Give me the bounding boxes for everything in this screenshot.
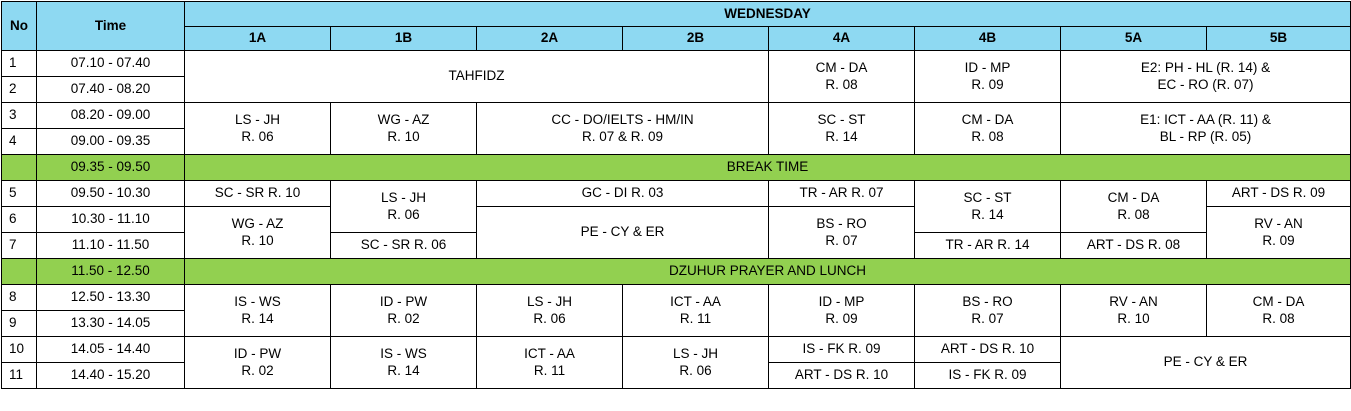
schedule-cell: RV - AN R. 10 <box>1060 284 1207 337</box>
schedule-cell: IS - WS R. 14 <box>184 284 331 337</box>
schedule-cell: ART - DS R. 10 <box>768 362 915 389</box>
break-label: BREAK TIME <box>183 154 1351 181</box>
schedule-cell: CC - DO/IELTS - HM/IN R. 07 & R. 09 <box>476 102 769 155</box>
period-time: 09.50 - 10.30 <box>36 180 185 207</box>
period-time: 13.30 - 14.05 <box>36 310 185 337</box>
schedule-cell: GC - DI R. 03 <box>476 180 769 207</box>
schedule-cell: LS - JH R. 06 <box>476 284 623 337</box>
schedule-cell: E2: PH - HL (R. 14) & EC - RO (R. 07) <box>1059 50 1351 103</box>
schedule-cell: LS - JH R. 06 <box>184 102 331 155</box>
header-day: WEDNESDAY <box>183 1 1351 27</box>
class-header: 4A <box>768 26 915 51</box>
schedule-cell: ID - PW R. 02 <box>184 336 331 389</box>
class-header: 1A <box>184 26 331 51</box>
break-time: 09.35 - 09.50 <box>36 154 185 181</box>
period-time: 07.10 - 07.40 <box>36 50 185 77</box>
schedule-cell: CM - DA R. 08 <box>1060 180 1207 233</box>
class-header: 2B <box>622 26 769 51</box>
period-no: 10 <box>1 336 37 363</box>
period-time: 09.00 - 09.35 <box>36 128 185 155</box>
class-header: 4B <box>914 26 1061 51</box>
class-header: 5A <box>1060 26 1207 51</box>
period-time: 10.30 - 11.10 <box>36 206 185 233</box>
schedule-cell: IS - FK R. 09 <box>914 362 1061 389</box>
class-header: 2A <box>476 26 623 51</box>
schedule-cell: BS - RO R. 07 <box>914 284 1061 337</box>
break-no <box>1 258 37 285</box>
schedule-cell: LS - JH R. 06 <box>330 180 477 233</box>
period-no: 9 <box>1 310 37 337</box>
schedule-cell: ID - MP R. 09 <box>768 284 915 337</box>
schedule-cell: PE - CY & ER <box>476 206 769 259</box>
class-header: 1B <box>330 26 477 51</box>
period-no: 11 <box>1 362 37 389</box>
schedule-cell: PE - CY & ER <box>1059 336 1351 389</box>
period-time: 14.05 - 14.40 <box>36 336 185 363</box>
break-label: DZUHUR PRAYER AND LUNCH <box>183 258 1351 285</box>
timetable: No Time WEDNESDAY 1A 1B 2A 2B 4A 4B 5A 5… <box>1 1 1351 389</box>
schedule-cell: IS - FK R. 09 <box>768 336 915 363</box>
period-no: 3 <box>1 102 37 129</box>
schedule-cell: WG - AZ R. 10 <box>330 102 477 155</box>
schedule-cell: SC - SR R. 10 <box>184 180 331 207</box>
schedule-cell: TAHFIDZ <box>184 50 769 103</box>
schedule-cell: WG - AZ R. 10 <box>184 206 331 259</box>
schedule-cell: SC - ST R. 14 <box>768 102 915 155</box>
break-time: 11.50 - 12.50 <box>36 258 185 285</box>
schedule-cell: ICT - AA R. 11 <box>476 336 623 389</box>
schedule-cell: ID - MP R. 09 <box>914 50 1061 103</box>
schedule-cell: ART - DS R. 10 <box>914 336 1061 363</box>
schedule-cell: BS - RO R. 07 <box>768 206 915 259</box>
period-no: 7 <box>1 232 37 259</box>
schedule-cell: CM - DA R. 08 <box>1205 284 1351 337</box>
period-no: 4 <box>1 128 37 155</box>
period-time: 07.40 - 08.20 <box>36 76 185 103</box>
schedule-cell: CM - DA R. 08 <box>768 50 915 103</box>
break-no <box>1 154 37 181</box>
schedule-cell: IS - WS R. 14 <box>330 336 477 389</box>
schedule-cell: CM - DA R. 08 <box>914 102 1061 155</box>
schedule-cell: E1: ICT - AA (R. 11) & BL - RP (R. 05) <box>1059 102 1351 155</box>
period-time: 14.40 - 15.20 <box>36 362 185 389</box>
schedule-cell: ID - PW R. 02 <box>330 284 477 337</box>
schedule-cell: LS - JH R. 06 <box>622 336 769 389</box>
schedule-cell: ART - DS R. 09 <box>1205 180 1351 207</box>
period-time: 11.10 - 11.50 <box>36 232 185 259</box>
schedule-cell: RV - AN R. 09 <box>1205 206 1351 259</box>
class-header: 5B <box>1205 26 1351 51</box>
header-time: Time <box>36 1 185 51</box>
schedule-cell: SC - ST R. 14 <box>914 180 1061 233</box>
period-time: 08.20 - 09.00 <box>36 102 185 129</box>
period-time: 12.50 - 13.30 <box>36 284 185 311</box>
header-no: No <box>1 1 37 51</box>
schedule-cell: TR - AR R. 14 <box>914 232 1061 259</box>
period-no: 6 <box>1 206 37 233</box>
period-no: 2 <box>1 76 37 103</box>
period-no: 5 <box>1 180 37 207</box>
schedule-cell: TR - AR R. 07 <box>768 180 915 207</box>
schedule-cell: SC - SR R. 06 <box>330 232 477 259</box>
schedule-cell: ART - DS R. 08 <box>1060 232 1207 259</box>
schedule-cell: ICT - AA R. 11 <box>622 284 769 337</box>
period-no: 1 <box>1 50 37 77</box>
period-no: 8 <box>1 284 37 311</box>
